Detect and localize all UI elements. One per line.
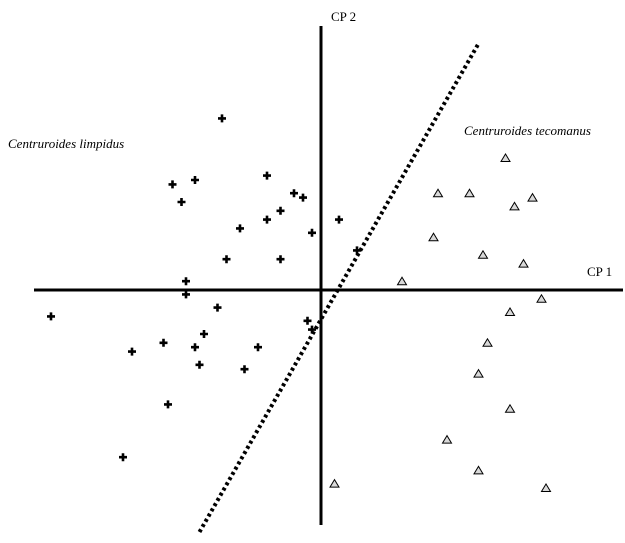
point-tecomanus xyxy=(518,258,529,268)
point-limpidus xyxy=(191,343,199,352)
point-tecomanus xyxy=(432,188,444,198)
point-limpidus xyxy=(308,325,316,334)
point-tecomanus xyxy=(428,232,439,242)
point-limpidus xyxy=(47,312,55,321)
point-tecomanus xyxy=(477,249,489,259)
point-limpidus xyxy=(213,303,222,312)
point-tecomanus xyxy=(500,153,511,162)
point-limpidus xyxy=(218,114,226,123)
point-tecomanus xyxy=(329,478,340,488)
point-tecomanus xyxy=(473,368,484,378)
point-limpidus xyxy=(177,198,186,206)
point-tecomanus xyxy=(473,465,484,475)
point-limpidus xyxy=(303,316,312,325)
point-limpidus xyxy=(276,255,285,264)
point-tecomanus xyxy=(536,293,547,303)
point-limpidus xyxy=(159,338,168,347)
point-tecomanus xyxy=(482,337,493,347)
point-limpidus xyxy=(263,215,271,224)
y-axis-label: CP 2 xyxy=(331,9,356,24)
point-limpidus xyxy=(191,176,199,184)
point-limpidus xyxy=(308,228,316,237)
point-tecomanus xyxy=(464,188,475,198)
x-axis-label: CP 1 xyxy=(587,264,612,279)
data-points xyxy=(47,114,552,492)
point-limpidus xyxy=(240,365,249,374)
point-limpidus xyxy=(263,171,271,180)
point-limpidus xyxy=(128,347,136,356)
separator-line xyxy=(197,42,481,533)
point-limpidus xyxy=(236,224,244,233)
point-tecomanus xyxy=(396,276,408,286)
point-limpidus xyxy=(254,343,262,352)
point-limpidus xyxy=(353,246,361,255)
point-tecomanus xyxy=(540,483,552,492)
point-tecomanus xyxy=(509,201,520,211)
point-limpidus xyxy=(299,193,307,202)
point-tecomanus xyxy=(527,192,538,202)
point-limpidus xyxy=(182,290,190,299)
point-tecomanus xyxy=(504,307,516,316)
point-limpidus xyxy=(164,400,172,409)
point-limpidus xyxy=(276,206,285,215)
group-label-limpidus: Centruroides limpidus xyxy=(8,136,124,151)
point-limpidus xyxy=(222,255,231,264)
point-limpidus xyxy=(195,360,204,369)
point-tecomanus xyxy=(504,403,516,413)
point-limpidus xyxy=(200,330,208,338)
point-limpidus xyxy=(119,453,127,462)
point-limpidus xyxy=(168,180,177,189)
point-limpidus xyxy=(335,215,343,224)
group-label-tecomanus: Centruroides tecomanus xyxy=(464,123,591,138)
point-limpidus xyxy=(290,189,298,198)
point-tecomanus xyxy=(441,434,453,444)
point-limpidus xyxy=(182,277,190,286)
